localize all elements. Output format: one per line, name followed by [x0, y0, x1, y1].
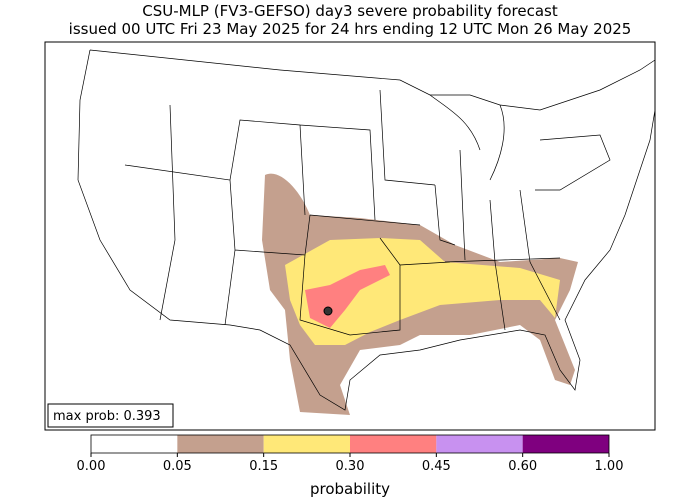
colorbar-tick-label: 0.00 [77, 459, 106, 474]
colorbar-tick-label: 0.05 [163, 459, 192, 474]
colorbar-segment [350, 435, 437, 453]
colorbar: 0.00 0.05 0.15 0.30 0.45 0.60 1.00 [77, 434, 624, 474]
state-lines [124, 89, 561, 336]
max-prob-marker [323, 306, 333, 316]
title-line-1: CSU-MLP (FV3-GEFSO) day3 severe probabil… [142, 2, 558, 20]
colorbar-tick-label: 0.15 [249, 459, 278, 474]
colorbar-segment [177, 435, 264, 453]
colorbar-tick-label: 1.00 [595, 459, 624, 474]
max-prob-label: max prob: 0.393 [53, 409, 161, 424]
max-prob-box [47, 403, 174, 428]
map-frame [44, 41, 656, 431]
colorbar-tick-label: 0.60 [508, 459, 537, 474]
colorbar-segment [436, 435, 523, 453]
colorbar-segment [263, 435, 350, 453]
prob-area-015 [285, 238, 560, 345]
great-lakes [429, 94, 611, 191]
colorbar-segment [91, 435, 178, 453]
country-outline [77, 49, 656, 411]
colorbar-segment [522, 435, 609, 453]
colorbar-label: probability [310, 480, 390, 498]
colorbar-tick-label: 0.45 [422, 459, 451, 474]
title-line-2: issued 00 UTC Fri 23 May 2025 for 24 hrs… [69, 20, 632, 38]
map: max prob: 0.393 [44, 41, 656, 431]
colorbar-tick-label: 0.30 [336, 459, 365, 474]
